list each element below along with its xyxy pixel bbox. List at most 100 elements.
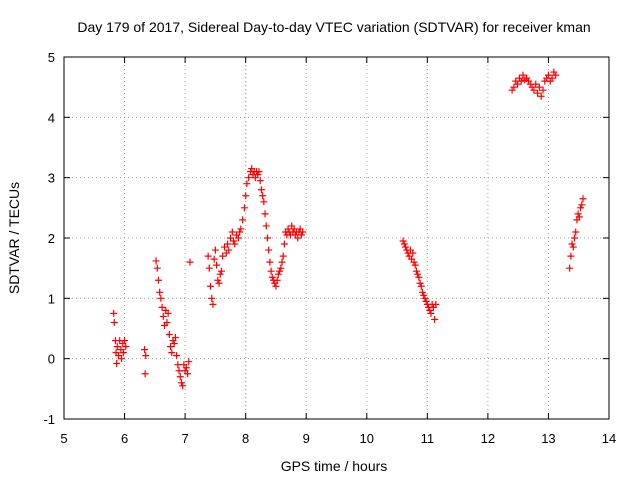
data-point [228, 228, 236, 236]
data-point [211, 246, 219, 254]
data-point [210, 255, 218, 263]
data-point [410, 258, 418, 266]
data-point [110, 318, 118, 326]
data-point [579, 195, 587, 203]
data-point [417, 282, 425, 290]
grid-lines [64, 57, 609, 419]
data-point [110, 309, 118, 317]
data-point [175, 367, 183, 375]
y-tick-label: 3 [48, 171, 55, 186]
data-point [141, 346, 149, 354]
data-point [420, 291, 428, 299]
data-point [273, 276, 281, 284]
data-point [118, 355, 126, 363]
data-point [519, 71, 527, 79]
data-point [179, 382, 187, 390]
data-point [416, 279, 424, 287]
data-point [279, 252, 287, 260]
data-point [570, 234, 578, 242]
data-point [113, 359, 121, 367]
data-point [142, 352, 150, 360]
data-point [532, 80, 540, 88]
data-point [207, 282, 215, 290]
data-point [209, 300, 217, 308]
data-point [216, 270, 224, 278]
y-tick-label: -1 [43, 412, 55, 427]
data-point [217, 267, 225, 275]
data-point [510, 83, 518, 91]
data-point [184, 370, 192, 378]
data-point [204, 252, 212, 260]
data-point [256, 177, 264, 185]
data-point [122, 343, 130, 351]
data-point [215, 279, 223, 287]
data-point [141, 370, 149, 378]
data-point [213, 261, 221, 269]
x-tick-label: 9 [303, 431, 310, 446]
x-tick-label: 7 [181, 431, 188, 446]
data-point [412, 267, 420, 275]
y-axis-label: SDTVAR / TECUs [6, 182, 22, 294]
data-point [239, 216, 247, 224]
data-point [176, 373, 184, 381]
x-tick-label: 5 [60, 431, 67, 446]
data-point [173, 352, 181, 360]
y-tick-label: 1 [48, 291, 55, 306]
data-point [260, 198, 268, 206]
data-point [552, 71, 560, 79]
data-point [240, 204, 248, 212]
chart-title: Day 179 of 2017, Sidereal Day-to-day VTE… [77, 19, 590, 35]
data-point [411, 261, 419, 269]
data-point [297, 231, 305, 239]
data-point [237, 225, 245, 233]
x-axis-label: GPS time / hours [281, 458, 388, 474]
x-tick-label: 6 [121, 431, 128, 446]
data-point [227, 234, 235, 242]
data-point [267, 267, 275, 275]
data-point [224, 240, 231, 248]
data-point [534, 89, 542, 97]
data-point [154, 276, 162, 284]
data-point [261, 210, 269, 218]
data-point [255, 168, 263, 176]
data-point [567, 252, 575, 260]
data-point [182, 364, 190, 372]
data-point [164, 309, 172, 317]
data-point [245, 174, 253, 182]
data-point [220, 243, 228, 251]
x-tick-label: 8 [242, 431, 249, 446]
data-point [421, 294, 429, 302]
data-point [236, 228, 244, 236]
data-point [427, 309, 435, 317]
data-point [257, 186, 265, 194]
data-point [185, 358, 193, 366]
x-tick-label: 13 [541, 431, 555, 446]
data-point [278, 258, 286, 266]
data-point [548, 74, 556, 82]
data-point [205, 264, 213, 272]
data-point [400, 240, 408, 248]
y-tick-label: 5 [48, 50, 55, 65]
data-point [399, 237, 407, 245]
data-point [514, 80, 522, 88]
data-point [219, 252, 227, 260]
data-point [153, 264, 161, 272]
x-tick-label: 12 [481, 431, 495, 446]
data-point [294, 234, 302, 242]
data-point [544, 71, 552, 79]
data-point [168, 349, 176, 357]
data-point [277, 264, 285, 272]
data-point [230, 237, 238, 245]
data-point [165, 331, 173, 339]
x-tick-label: 10 [360, 431, 374, 446]
data-point [566, 264, 574, 272]
data-point [578, 201, 586, 209]
data-point [422, 297, 430, 305]
x-tick-label: 14 [602, 431, 616, 446]
data-point [431, 315, 439, 323]
data-point [157, 294, 165, 302]
data-point [167, 343, 175, 351]
y-tick-label: 2 [48, 231, 55, 246]
data-point [299, 228, 307, 236]
